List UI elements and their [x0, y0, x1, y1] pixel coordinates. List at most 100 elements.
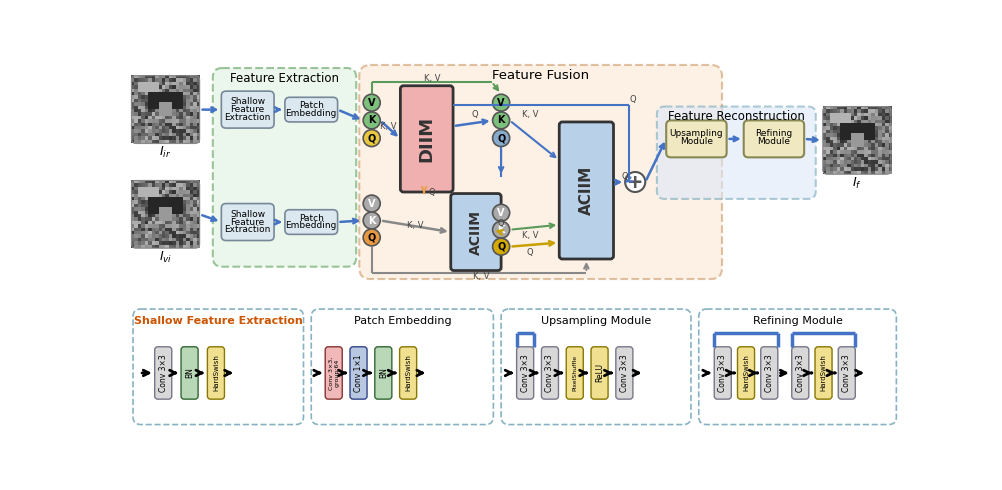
Text: Extraction: Extraction: [224, 113, 271, 122]
Text: V: V: [497, 98, 505, 108]
Text: PixelShuffle: PixelShuffle: [572, 355, 577, 391]
FancyBboxPatch shape: [839, 347, 856, 399]
Text: Conv 3×3,
group:64: Conv 3×3, group:64: [329, 356, 339, 390]
Text: BN: BN: [379, 368, 388, 378]
Text: HardSwish: HardSwish: [405, 355, 411, 392]
Text: Feature: Feature: [230, 218, 265, 226]
FancyBboxPatch shape: [451, 194, 501, 270]
Circle shape: [625, 172, 645, 192]
Text: $I_{vi}$: $I_{vi}$: [159, 250, 172, 265]
FancyBboxPatch shape: [501, 309, 691, 424]
Text: ACIIM: ACIIM: [469, 210, 483, 254]
FancyBboxPatch shape: [312, 309, 493, 424]
Text: Shallow Feature Extraction: Shallow Feature Extraction: [134, 316, 303, 325]
Text: Upsampling: Upsampling: [669, 129, 723, 138]
Text: K: K: [368, 116, 376, 125]
Text: Patch Embedding: Patch Embedding: [354, 316, 451, 325]
Text: V: V: [497, 208, 505, 218]
Circle shape: [493, 94, 510, 111]
Text: Embedding: Embedding: [286, 221, 337, 230]
FancyBboxPatch shape: [154, 347, 171, 399]
FancyBboxPatch shape: [221, 91, 275, 128]
Text: Q: Q: [497, 242, 505, 252]
FancyBboxPatch shape: [761, 347, 778, 399]
Text: Feature Reconstruction: Feature Reconstruction: [668, 110, 805, 123]
FancyBboxPatch shape: [517, 347, 534, 399]
Text: Feature Extraction: Feature Extraction: [230, 72, 339, 85]
Text: Feature: Feature: [230, 105, 265, 114]
Text: K, V: K, V: [381, 122, 397, 131]
Circle shape: [363, 229, 380, 246]
Text: Shallow: Shallow: [230, 210, 266, 219]
Text: Feature Fusion: Feature Fusion: [492, 69, 589, 82]
FancyBboxPatch shape: [350, 347, 367, 399]
Text: ACIIM: ACIIM: [579, 166, 594, 215]
Circle shape: [493, 238, 510, 255]
Text: Conv 3×3: Conv 3×3: [521, 354, 530, 392]
Text: Embedding: Embedding: [286, 109, 337, 118]
Text: Extraction: Extraction: [224, 225, 271, 234]
FancyBboxPatch shape: [360, 65, 722, 279]
Circle shape: [493, 112, 510, 129]
FancyBboxPatch shape: [285, 210, 338, 234]
Text: Conv 3×3: Conv 3×3: [158, 354, 167, 392]
Text: Upsampling Module: Upsampling Module: [541, 316, 651, 325]
Text: HardSwish: HardSwish: [743, 355, 749, 392]
FancyBboxPatch shape: [221, 203, 275, 241]
Text: Module: Module: [680, 138, 713, 147]
Text: Q: Q: [472, 110, 478, 119]
Text: Conv 1×1: Conv 1×1: [354, 354, 363, 392]
Text: K, V: K, V: [473, 272, 489, 281]
FancyBboxPatch shape: [698, 309, 897, 424]
Circle shape: [363, 94, 380, 111]
FancyBboxPatch shape: [666, 121, 726, 157]
FancyBboxPatch shape: [815, 347, 832, 399]
Circle shape: [363, 130, 380, 147]
Text: Q: Q: [498, 219, 504, 228]
FancyBboxPatch shape: [400, 347, 417, 399]
Circle shape: [493, 204, 510, 221]
Circle shape: [493, 221, 510, 238]
Text: Patch: Patch: [299, 101, 324, 110]
FancyBboxPatch shape: [559, 122, 613, 259]
FancyBboxPatch shape: [714, 347, 731, 399]
Text: Q: Q: [429, 188, 435, 197]
FancyBboxPatch shape: [207, 347, 224, 399]
Text: $I_f$: $I_f$: [852, 176, 862, 191]
FancyBboxPatch shape: [792, 347, 809, 399]
Text: K, V: K, V: [522, 231, 538, 240]
FancyBboxPatch shape: [657, 106, 816, 199]
Text: Conv 3×3: Conv 3×3: [620, 354, 629, 392]
FancyBboxPatch shape: [591, 347, 608, 399]
FancyBboxPatch shape: [743, 121, 805, 157]
Text: V: V: [368, 98, 376, 108]
FancyBboxPatch shape: [133, 309, 304, 424]
Text: K: K: [497, 225, 505, 235]
Text: ReLU: ReLU: [595, 364, 604, 383]
FancyBboxPatch shape: [285, 98, 338, 122]
Text: Conv 3×3: Conv 3×3: [765, 354, 774, 392]
Text: K, V: K, V: [522, 110, 538, 119]
Text: Q: Q: [527, 247, 533, 257]
Text: Refining: Refining: [756, 129, 793, 138]
Text: K: K: [368, 216, 376, 225]
FancyBboxPatch shape: [616, 347, 633, 399]
Text: Refining Module: Refining Module: [753, 316, 843, 325]
Text: +: +: [627, 172, 643, 192]
FancyBboxPatch shape: [212, 68, 356, 267]
Text: K, V: K, V: [424, 74, 440, 82]
Text: Shallow: Shallow: [230, 98, 266, 106]
Text: Conv 3×3: Conv 3×3: [796, 354, 805, 392]
Text: K, V: K, V: [407, 221, 424, 230]
Text: Q: Q: [368, 232, 376, 243]
Text: BN: BN: [185, 368, 194, 378]
FancyBboxPatch shape: [566, 347, 583, 399]
Text: Module: Module: [758, 138, 791, 147]
Text: HardSwish: HardSwish: [212, 355, 218, 392]
Text: Q: Q: [629, 95, 636, 104]
FancyBboxPatch shape: [737, 347, 755, 399]
Text: Conv 3×3: Conv 3×3: [718, 354, 727, 392]
Circle shape: [363, 112, 380, 129]
Text: Q: Q: [497, 133, 505, 143]
Text: K: K: [497, 116, 505, 125]
